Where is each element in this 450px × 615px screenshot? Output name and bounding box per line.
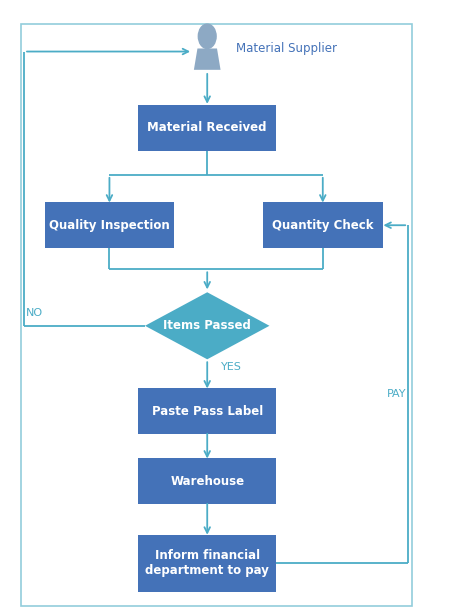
FancyBboxPatch shape (138, 105, 276, 151)
Text: Paste Pass Label: Paste Pass Label (152, 405, 263, 418)
Polygon shape (194, 49, 220, 70)
FancyBboxPatch shape (263, 202, 383, 248)
Text: Inform financial
department to pay: Inform financial department to pay (145, 549, 269, 577)
Text: Quality Inspection: Quality Inspection (49, 219, 170, 232)
Polygon shape (145, 292, 270, 359)
FancyBboxPatch shape (138, 534, 276, 592)
Text: NO: NO (27, 309, 44, 319)
Text: Quantity Check: Quantity Check (272, 219, 374, 232)
Circle shape (198, 24, 216, 49)
FancyBboxPatch shape (138, 458, 276, 504)
Text: Material Supplier: Material Supplier (236, 42, 337, 55)
FancyBboxPatch shape (45, 202, 174, 248)
FancyBboxPatch shape (138, 388, 276, 434)
Text: Material Received: Material Received (148, 121, 267, 134)
Text: PAY: PAY (387, 389, 406, 399)
Text: YES: YES (220, 362, 242, 372)
Text: Warehouse: Warehouse (170, 475, 244, 488)
Text: Items Passed: Items Passed (163, 319, 251, 332)
